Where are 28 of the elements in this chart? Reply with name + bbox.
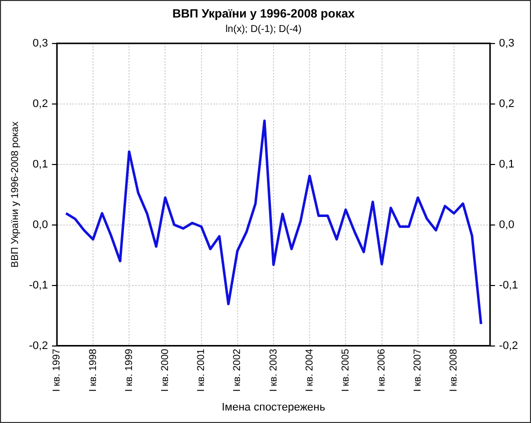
y-tick-label: -0,2: [28, 340, 48, 352]
y-tick-label: 0,3: [32, 37, 48, 50]
x-tick-label: I кв. 2007: [412, 348, 424, 392]
y2-tick-label: 0,2: [499, 98, 514, 110]
y-axis-title: ВВП України у 1996-2008 роках: [10, 122, 21, 268]
y2-tick-label: -0,2: [499, 340, 518, 352]
x-tick-label: I кв. 2002: [232, 348, 244, 392]
x-tick-label: I кв. 2003: [268, 348, 280, 392]
x-tick-label: I кв. 1998: [88, 348, 99, 392]
y2-tick-label: -0,1: [499, 279, 518, 292]
y2-tick-label: 0,1: [499, 158, 514, 170]
y-tick-label: 0,2: [32, 98, 48, 110]
y-tick-label: -0,1: [28, 279, 48, 292]
chart-title: ВВП України у 1996-2008 роках: [172, 6, 356, 21]
x-tick-label: I кв. 2008: [448, 348, 460, 392]
x-tick-label: I кв. 1999: [124, 348, 135, 392]
x-tick-label: I кв. 2000: [160, 348, 171, 392]
y2-tick-label: 0,0: [499, 218, 514, 231]
y-tick-label: 0,1: [32, 158, 48, 170]
x-tick-label: I кв. 2005: [340, 348, 352, 392]
x-tick-label: I кв. 1997: [52, 348, 63, 392]
x-axis-title: Імена спостережень: [222, 401, 326, 414]
x-tick-label: I кв. 2001: [196, 348, 208, 392]
y-tick-label: 0,0: [32, 218, 48, 231]
x-tick-label: I кв. 2006: [376, 348, 388, 392]
x-tick-label: I кв. 2004: [304, 348, 316, 392]
y2-tick-label: 0,3: [499, 37, 514, 50]
chart-subtitle: ln(x); D(-1); D(-4): [225, 24, 302, 36]
